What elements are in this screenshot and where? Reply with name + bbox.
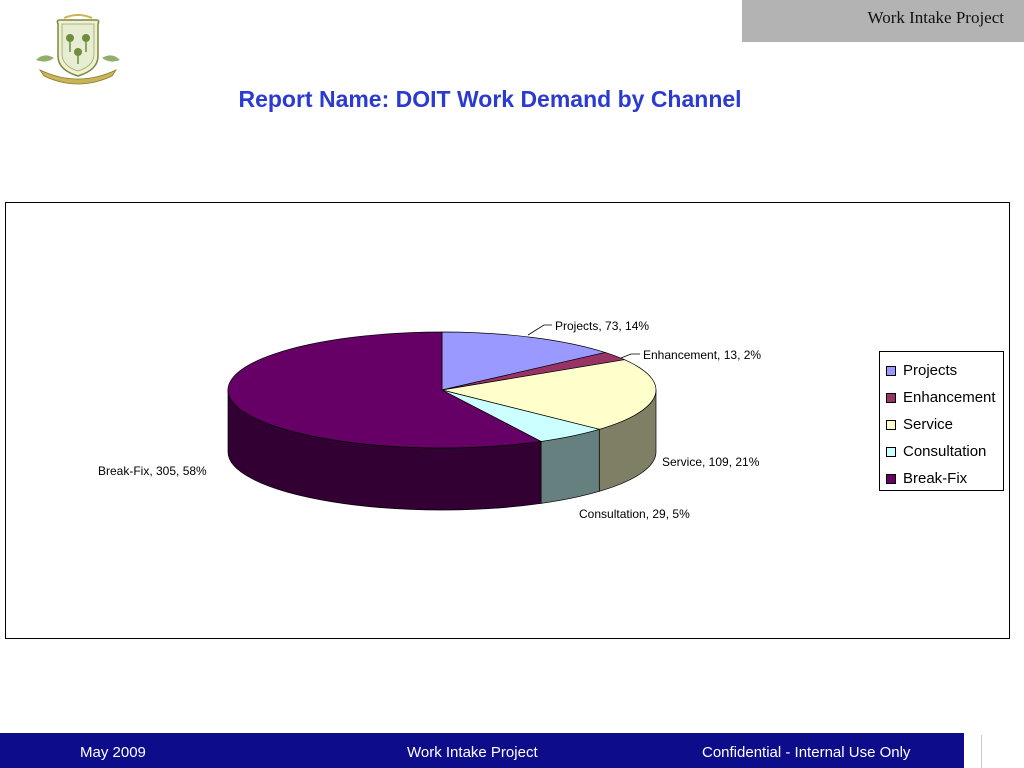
report-title: Report Name: DOIT Work Demand by Channel — [238, 86, 742, 112]
legend-swatch — [886, 446, 896, 457]
data-label-consultation: Consultation, 29, 5% — [579, 507, 690, 521]
legend-label: Service — [903, 416, 954, 433]
legend-swatch — [886, 419, 896, 430]
slice-break-fix — [227, 331, 543, 449]
footer-date: May 2009 — [80, 744, 146, 761]
legend-item-enhancement: Enhancement — [886, 384, 1003, 411]
legend-label: Consultation — [903, 443, 987, 460]
legend-label: Break-Fix — [903, 470, 968, 487]
header-tab: Work Intake Project — [742, 0, 1024, 42]
data-label-service: Service, 109, 21% — [662, 455, 760, 469]
legend-label: Enhancement — [903, 389, 996, 406]
header-project-label: Work Intake Project — [867, 8, 1004, 27]
pie-chart: Projects, 73, 14% Enhancement, 13, 2% Serv… — [98, 319, 761, 521]
leader-line-projects — [527, 324, 552, 336]
chart-frame: Projects, 73, 14% Enhancement, 13, 2% Serv… — [5, 202, 1010, 639]
legend-item-projects: Projects — [886, 357, 1003, 384]
footer-bar: May 2009 Work Intake Project Confidentia… — [0, 733, 964, 768]
legend-item-consultation: Consultation — [886, 438, 1003, 465]
legend-label: Projects — [903, 362, 958, 379]
slice-projects — [441, 331, 607, 391]
legend-swatch — [886, 365, 896, 376]
footer-project: Work Intake Project — [407, 744, 538, 761]
leader-line-enhancement — [620, 353, 640, 359]
data-label-break-fix: Break-Fix, 305, 58% — [98, 464, 207, 478]
data-label-projects: Projects, 73, 14% — [555, 319, 649, 333]
footer-divider — [981, 735, 982, 768]
legend-swatch — [886, 392, 896, 403]
data-label-enhancement: Enhancement, 13, 2% — [643, 348, 761, 362]
legend-swatch — [886, 473, 896, 484]
legend-item-break-fix: Break-Fix — [886, 465, 1003, 492]
chart-legend: Projects Enhancement Service Consultation Br… — [879, 351, 1004, 491]
footer-confidential: Confidential - Internal Use Only — [702, 744, 911, 761]
state-seal-icon — [36, 14, 120, 85]
legend-item-service: Service — [886, 411, 1003, 438]
slice-service — [441, 359, 657, 430]
